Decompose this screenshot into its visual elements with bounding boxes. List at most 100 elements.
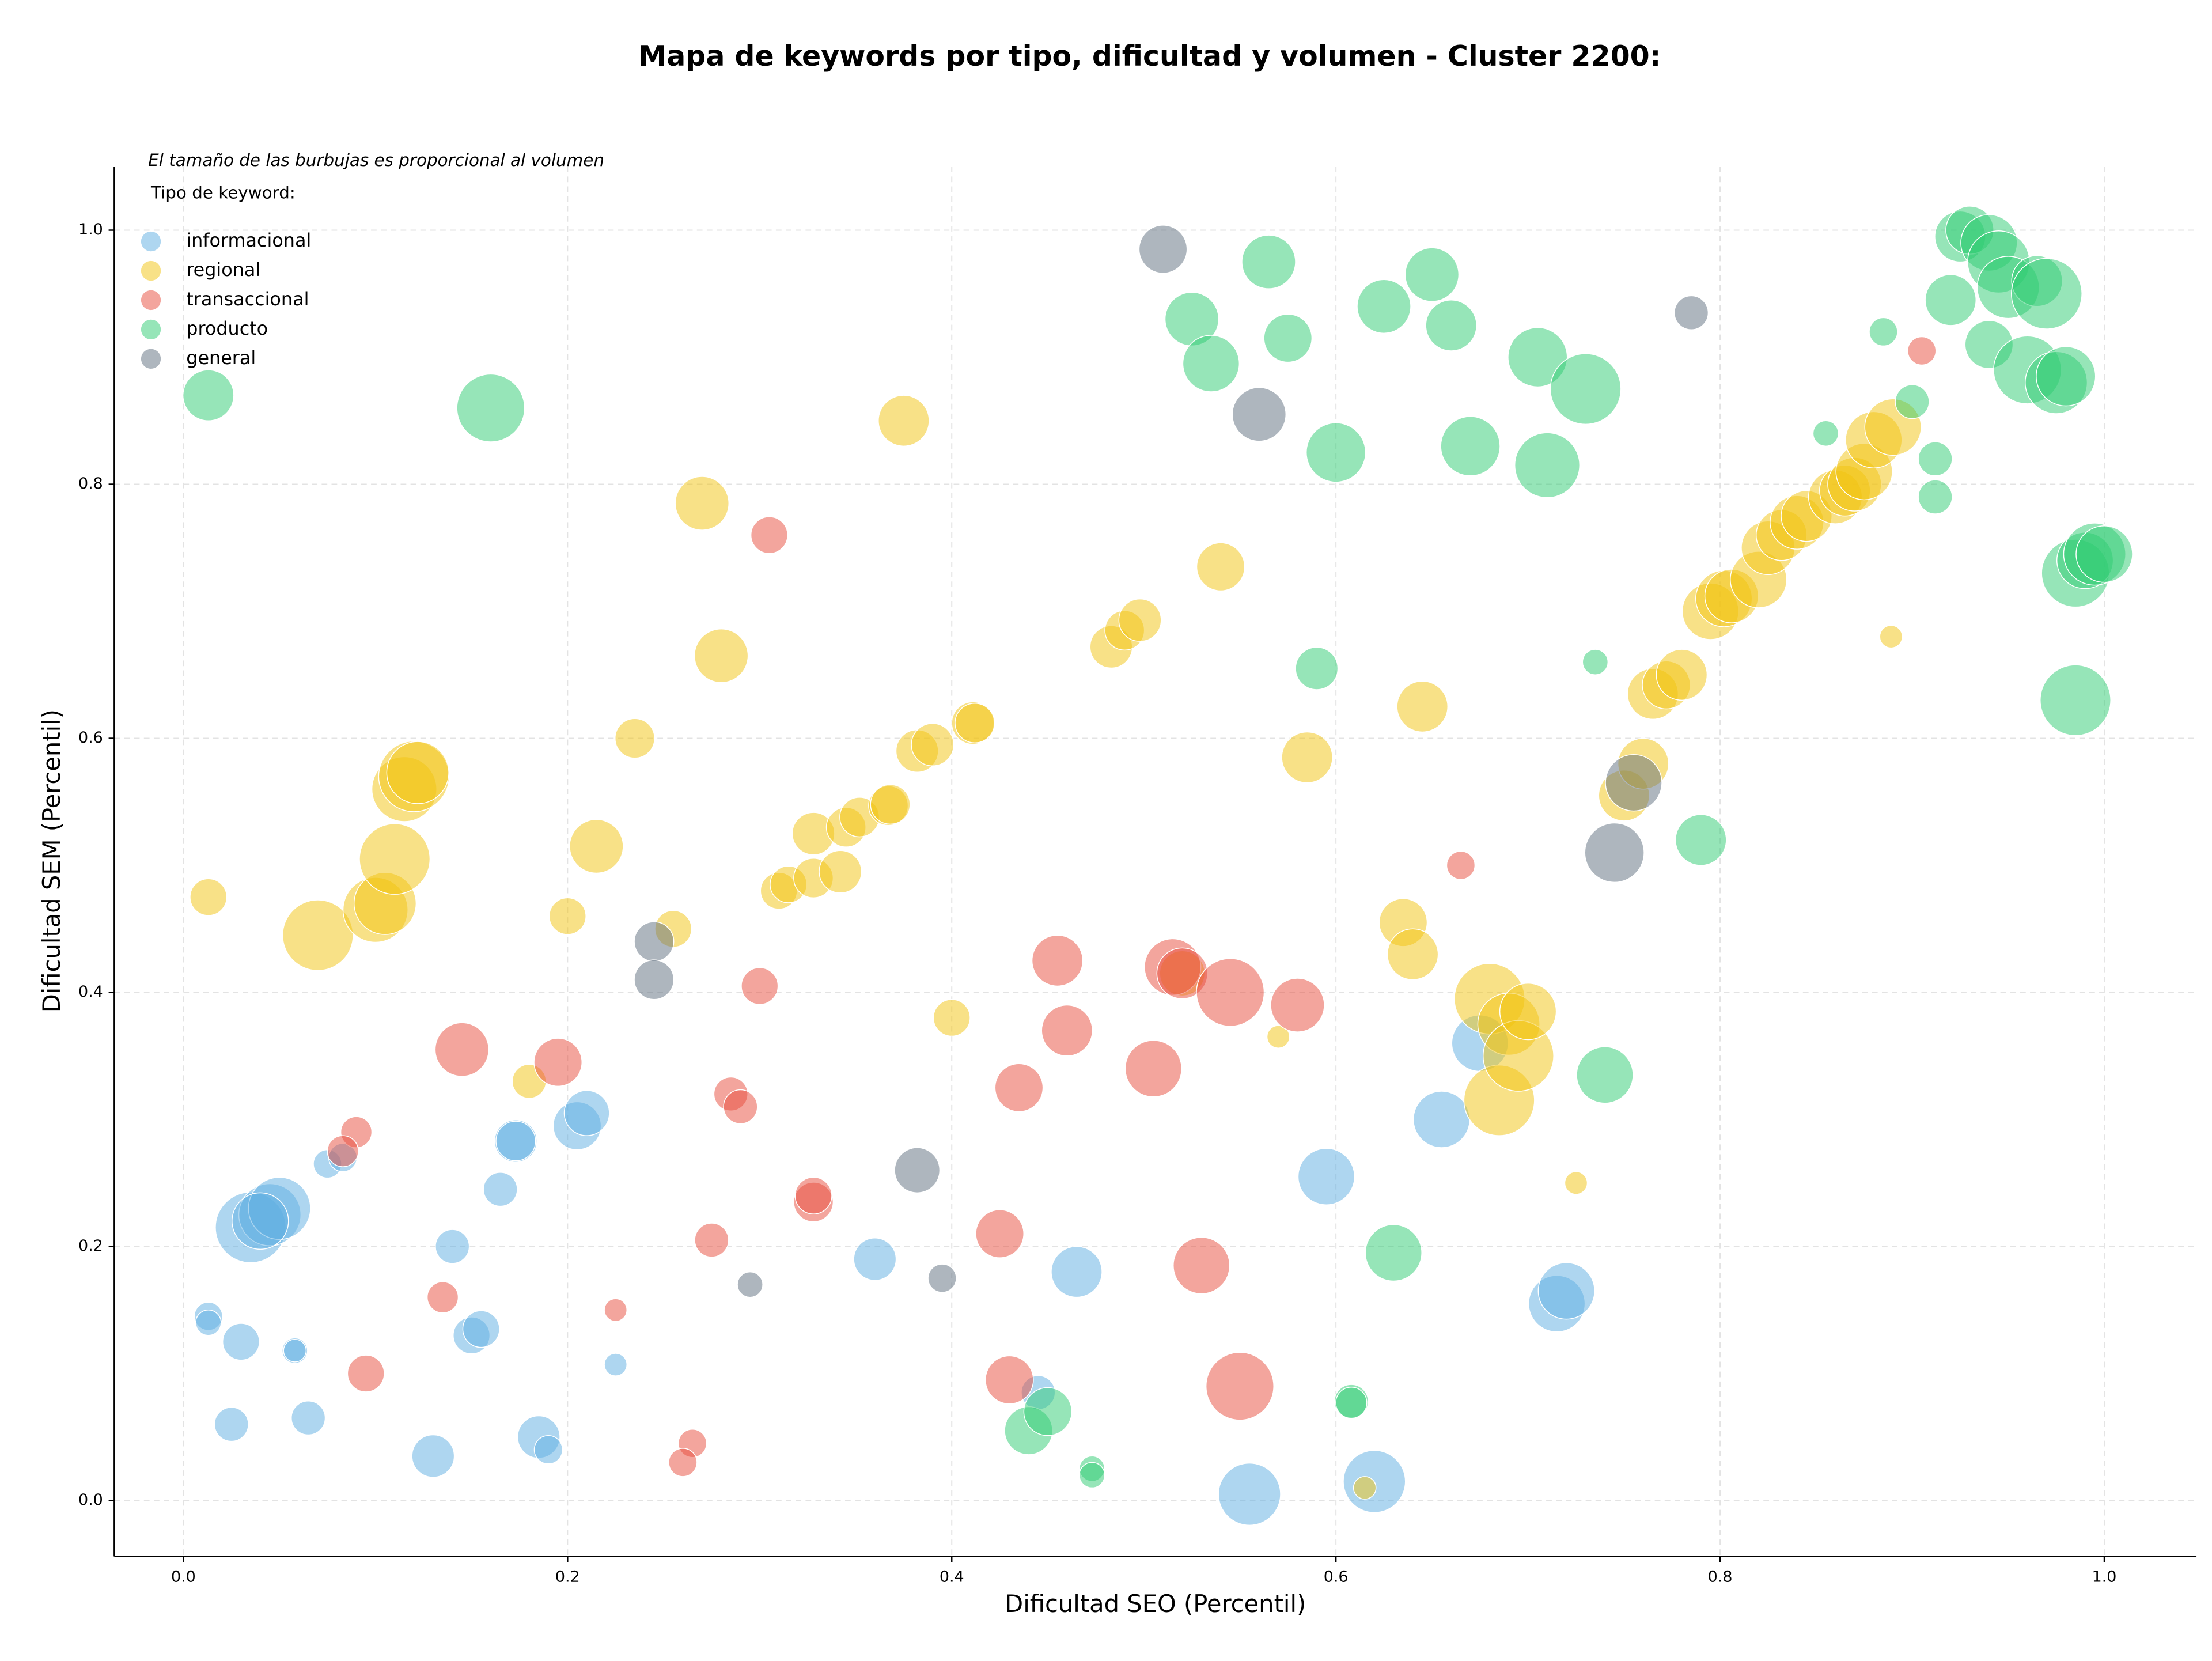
chart-title: Mapa de keywords por tipo, dificultad y … — [639, 40, 1661, 73]
bubble — [1270, 978, 1325, 1032]
bubble — [927, 1263, 957, 1293]
bubble — [495, 1121, 536, 1161]
bubble — [1387, 928, 1439, 981]
bubble — [327, 1135, 359, 1167]
bubble — [1396, 680, 1449, 733]
bubble — [1404, 247, 1460, 302]
bubble — [1584, 822, 1645, 883]
bubble — [1514, 432, 1581, 498]
bubble — [1425, 300, 1478, 351]
bubble — [195, 1310, 222, 1336]
bubble — [1605, 754, 1662, 812]
bubble — [819, 850, 862, 894]
bubble — [1241, 234, 1296, 289]
legend-marker — [141, 231, 161, 252]
bubble — [994, 1063, 1044, 1113]
bubble — [282, 899, 354, 971]
x-tick-label: 0.6 — [1324, 1568, 1349, 1586]
bubble — [933, 999, 971, 1037]
bubble — [1918, 479, 1953, 514]
bubble — [694, 628, 749, 683]
bubble — [984, 1355, 1034, 1405]
bubble — [182, 369, 234, 421]
y-tick-label: 0.0 — [78, 1491, 103, 1509]
bubble — [1412, 1091, 1471, 1148]
bubble — [1263, 313, 1313, 363]
legend-label: producto — [186, 317, 268, 339]
bubble — [533, 1038, 583, 1087]
legend-marker — [141, 290, 161, 311]
bubble — [1078, 1462, 1105, 1489]
legend-label: informacional — [186, 229, 311, 251]
legend-title: Tipo de keyword: — [150, 183, 296, 202]
bubble — [634, 921, 675, 962]
bubble — [1365, 1224, 1422, 1282]
bubble — [1297, 1148, 1355, 1205]
bubble — [386, 741, 449, 804]
bubble — [569, 819, 624, 874]
bubble — [1218, 1462, 1281, 1526]
y-tick-label: 0.4 — [78, 983, 103, 1001]
y-tick-label: 1.0 — [78, 221, 103, 239]
bubble — [1357, 279, 1411, 334]
bubble — [2011, 258, 2082, 330]
bubble — [1582, 649, 1609, 675]
bubble — [870, 784, 911, 825]
y-tick-label: 0.8 — [78, 475, 103, 493]
bubble — [1869, 317, 1898, 347]
y-tick-label: 0.2 — [78, 1237, 103, 1255]
bubble — [347, 1354, 385, 1393]
bubble — [548, 897, 586, 935]
legend-label: transaccional — [186, 288, 309, 310]
bubble — [741, 967, 779, 1005]
legend-marker — [141, 260, 161, 281]
x-tick-label: 0.0 — [171, 1568, 196, 1586]
grid: 0.0 0.2 0.4 0.6 0.8 1.0 0.0 0.2 0.4 0.6 0.8 1.0 — [78, 167, 2197, 1586]
bubble — [1673, 295, 1709, 330]
bubble — [750, 516, 789, 554]
bubble — [675, 476, 730, 531]
bubble — [1879, 625, 1903, 649]
bubble — [434, 1022, 490, 1077]
bubble — [1196, 542, 1245, 592]
bubble — [1124, 1040, 1183, 1098]
bubble — [456, 373, 525, 442]
bubble — [1335, 1387, 1368, 1419]
bubble — [878, 395, 930, 447]
bubble — [1550, 353, 1622, 425]
bubble — [1295, 646, 1339, 690]
bubble — [1446, 850, 1476, 880]
bubble — [1232, 387, 1287, 442]
bubble — [1564, 1171, 1588, 1195]
bubble — [604, 1298, 628, 1322]
bubble — [1925, 274, 1977, 326]
x-tick-label: 1.0 — [2092, 1568, 2117, 1586]
bubble — [668, 1448, 698, 1477]
bubble — [1499, 982, 1557, 1041]
bubble — [291, 1401, 326, 1436]
plot-area — [182, 206, 2133, 1526]
bubble — [1031, 934, 1084, 987]
bubble — [214, 1407, 249, 1442]
bubble — [426, 1281, 459, 1314]
legend-marker — [141, 349, 161, 369]
bubble — [1138, 225, 1188, 274]
bubble — [435, 1229, 470, 1264]
bubble — [955, 703, 995, 744]
bubble — [723, 1089, 758, 1125]
bubble — [222, 1323, 260, 1361]
bubble — [604, 1353, 628, 1376]
bubble — [283, 1338, 307, 1363]
bubble — [1051, 1246, 1103, 1298]
legend-label: regional — [186, 259, 260, 281]
bubble — [190, 878, 228, 916]
bubble — [483, 1172, 518, 1207]
bubble — [1353, 1476, 1377, 1500]
bubble — [1306, 422, 1366, 483]
bubble — [2040, 664, 2111, 736]
bubble — [563, 1090, 610, 1136]
bubble — [794, 1176, 832, 1214]
bubble — [1182, 335, 1240, 392]
x-tick-label: 0.4 — [940, 1568, 964, 1586]
